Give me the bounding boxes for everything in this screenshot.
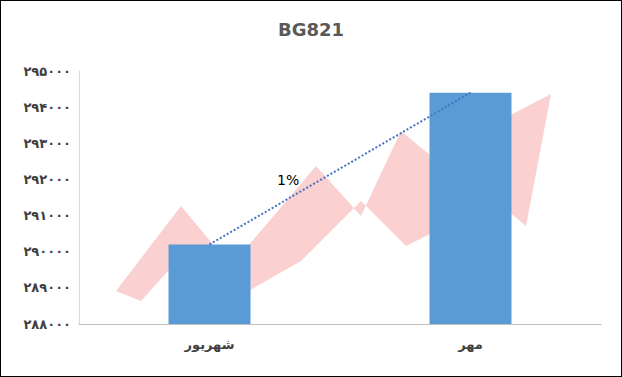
svg-text:۲۹۲۰۰۰: ۲۹۲۰۰۰ xyxy=(23,172,71,187)
svg-text:BG821: BG821 xyxy=(278,19,344,40)
svg-text:۲۹۱۰۰۰: ۲۹۱۰۰۰ xyxy=(23,208,71,223)
svg-text:۲۸۹۰۰۰: ۲۸۹۰۰۰ xyxy=(23,280,71,295)
svg-text:۲۹۰۰۰۰: ۲۹۰۰۰۰ xyxy=(23,244,71,259)
svg-text:۲۹۵۰۰۰: ۲۹۵۰۰۰ xyxy=(23,64,71,79)
svg-text:۲۸۸۰۰۰: ۲۸۸۰۰۰ xyxy=(23,317,71,332)
svg-text:۲۹۴۰۰۰: ۲۹۴۰۰۰ xyxy=(23,100,71,115)
svg-text:۲۹۳۰۰۰: ۲۹۳۰۰۰ xyxy=(23,136,71,151)
svg-text:مهر: مهر xyxy=(457,337,483,352)
svg-text:شهریور: شهریور xyxy=(184,337,235,352)
svg-text:1%: 1% xyxy=(277,172,299,188)
